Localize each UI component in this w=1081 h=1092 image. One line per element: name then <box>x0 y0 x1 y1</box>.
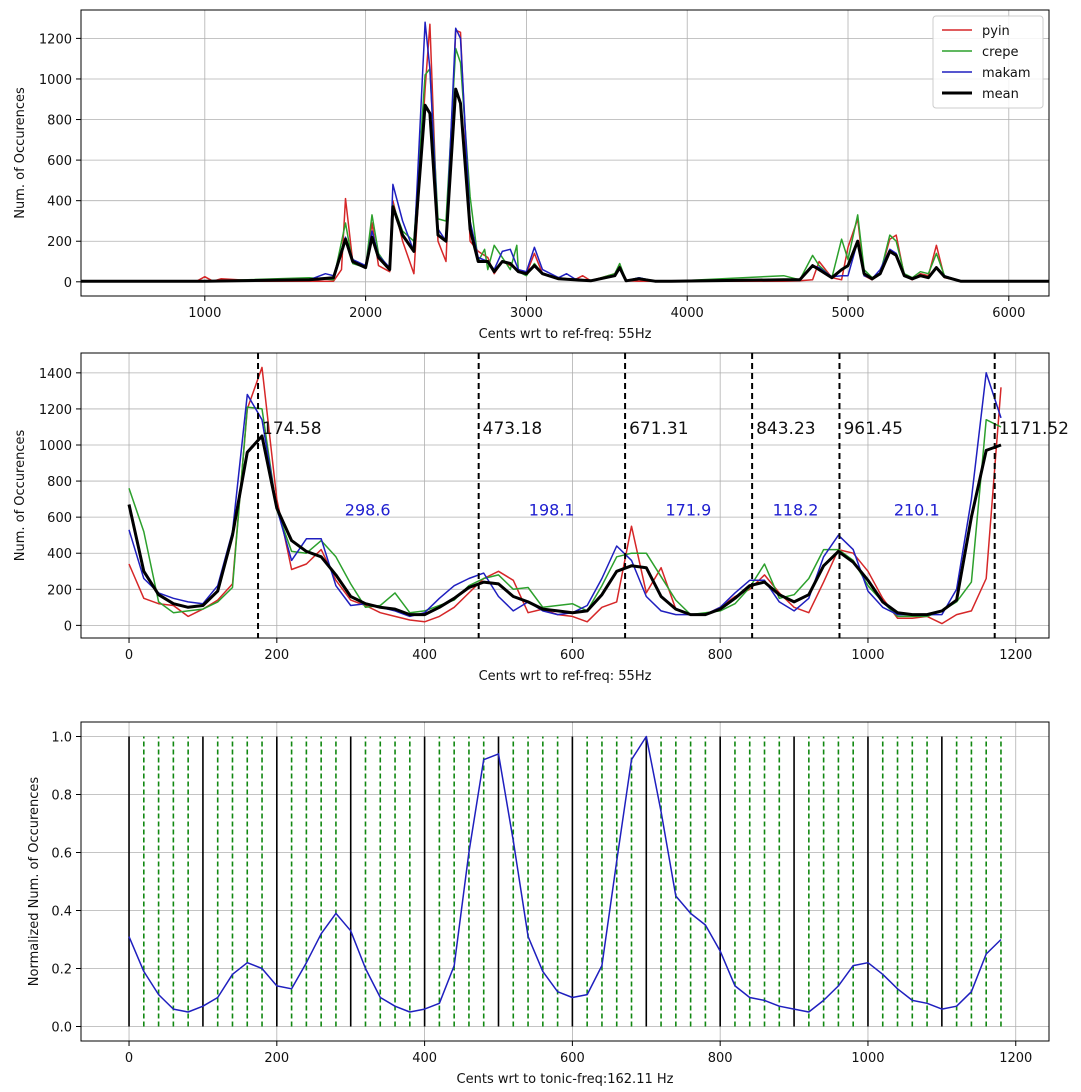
x-axis-label: Cents wrt to ref-freq: 55Hz <box>479 669 652 684</box>
legend: pyin crepe makam mean <box>932 15 1044 109</box>
legend-box <box>932 15 1044 109</box>
y-tick-label: 1200 <box>39 32 72 47</box>
x-tick-label: 1000 <box>188 306 221 321</box>
y-tick-label: 0 <box>64 619 72 634</box>
x-tick-label: 0 <box>125 1051 133 1066</box>
y-tick-label: 0.2 <box>51 963 72 978</box>
peak-label: 1171.52 <box>999 419 1069 439</box>
x-tick-label: 1200 <box>999 1051 1032 1066</box>
interval-label: 210.1 <box>894 500 940 519</box>
x-tick-label: 5000 <box>831 306 864 321</box>
x-tick-label: 400 <box>412 648 437 663</box>
interval-label: 118.2 <box>773 500 819 519</box>
x-axis-label: Cents wrt to tonic-freq:162.11 Hz <box>457 1072 674 1087</box>
axes-frame <box>80 721 1050 1042</box>
x-tick-label: 800 <box>708 1051 733 1066</box>
x-tick-label: 800 <box>708 648 733 663</box>
y-tick-label: 600 <box>47 511 72 526</box>
legend-label-mean: mean <box>982 87 1019 102</box>
y-tick-label: 1000 <box>39 439 72 454</box>
x-tick-label: 4000 <box>671 306 704 321</box>
series-line-mean <box>81 87 1049 283</box>
legend-label-pyin: pyin <box>982 24 1010 39</box>
y-axis-label: Num. of Occurences <box>13 87 28 219</box>
series-line-distribution <box>128 735 1002 1013</box>
x-tick-label: 1000 <box>851 1051 884 1066</box>
y-tick-label: 800 <box>47 475 72 490</box>
y-tick-label: 600 <box>47 154 72 169</box>
peak-label: 473.18 <box>483 419 542 439</box>
peak-label: 671.31 <box>629 419 688 439</box>
series-line-pyin <box>81 23 1049 282</box>
y-tick-label: 200 <box>47 235 72 250</box>
y-axis-label: Normalized Num. of Occurences <box>27 777 42 987</box>
y-tick-label: 400 <box>47 547 72 562</box>
peak-label: 174.58 <box>262 419 321 439</box>
chart-panel-normalized-histogram: 0 200 400 600 800 1000 1200 0.0 0.2 0.4 0.6 0.8 1.0 C… <box>27 721 1050 1087</box>
x-tick-label: 600 <box>560 1051 585 1066</box>
peak-label: 843.23 <box>756 419 815 439</box>
axes-frame <box>80 9 1050 297</box>
interval-label: 298.6 <box>345 500 391 519</box>
legend-label-makam: makam <box>982 66 1031 81</box>
x-tick-label: 1200 <box>999 648 1032 663</box>
x-tick-label: 1000 <box>851 648 884 663</box>
x-tick-label: 0 <box>125 648 133 663</box>
interval-label: 171.9 <box>665 500 711 519</box>
y-tick-label: 1.0 <box>51 731 72 746</box>
y-tick-label: 0.8 <box>51 789 72 804</box>
y-tick-label: 800 <box>47 114 72 129</box>
y-tick-label: 0.0 <box>51 1021 72 1036</box>
y-tick-label: 1000 <box>39 73 72 88</box>
y-tick-label: 1200 <box>39 403 72 418</box>
chart-panel-histogram: 1000 2000 3000 4000 5000 6000 0 200 400 600 800 100… <box>13 9 1050 342</box>
x-tick-label: 400 <box>412 1051 437 1066</box>
series-line-mean <box>127 434 1002 617</box>
x-tick-label: 2000 <box>349 306 382 321</box>
x-tick-label: 200 <box>264 648 289 663</box>
legend-label-crepe: crepe <box>982 45 1018 60</box>
y-tick-label: 0.6 <box>51 847 72 862</box>
y-tick-label: 1400 <box>39 367 72 382</box>
y-tick-label: 200 <box>47 583 72 598</box>
series-line-crepe <box>81 47 1049 282</box>
y-axis-label: Num. of Occurences <box>13 430 28 562</box>
series-line-makam <box>81 21 1049 282</box>
y-tick-label: 400 <box>47 195 72 210</box>
y-tick-label: 0.4 <box>51 905 72 920</box>
x-tick-label: 200 <box>264 1051 289 1066</box>
x-axis-label: Cents wrt to ref-freq: 55Hz <box>479 327 652 342</box>
interval-label: 198.1 <box>529 500 575 519</box>
y-tick-label: 0 <box>64 276 72 291</box>
x-tick-label: 600 <box>560 648 585 663</box>
peak-label: 961.45 <box>843 419 902 439</box>
chart-panel-folded-histogram: 174.58 473.18 671.31 843.23 961.45 1171.52 298… <box>13 352 1069 684</box>
axes-frame <box>80 352 1050 639</box>
x-tick-label: 6000 <box>992 306 1025 321</box>
x-tick-label: 3000 <box>510 306 543 321</box>
